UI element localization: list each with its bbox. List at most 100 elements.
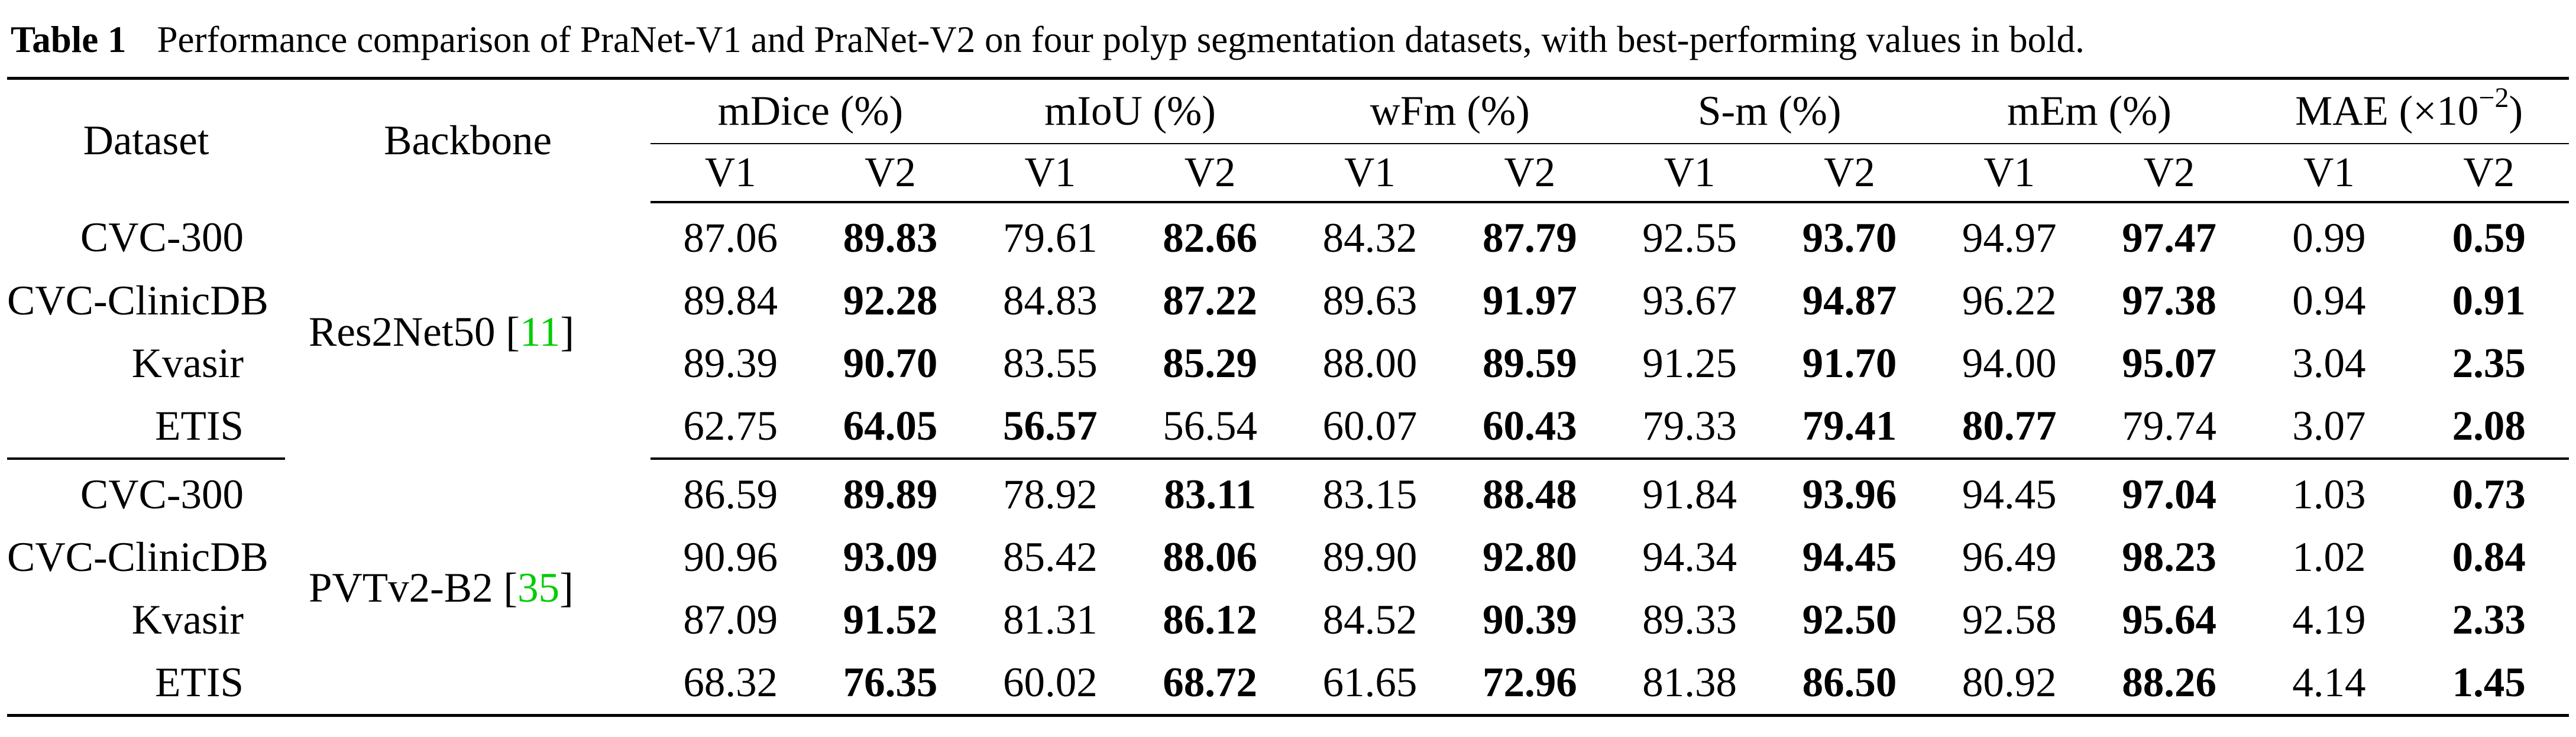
citation-link[interactable]: 11	[519, 309, 561, 355]
subheader-v1: V1	[1929, 144, 2089, 203]
value-cell: 89.89	[843, 471, 938, 518]
value-cell: 93.70	[1802, 215, 1897, 261]
dataset-cell: Kvasir	[131, 596, 244, 643]
value-cell: 3.04	[2292, 340, 2366, 387]
value-cell: 84.83	[1002, 277, 1098, 324]
value-cell: 0.94	[2292, 277, 2366, 324]
header-metric-miou: mIoU (%)	[970, 78, 1290, 144]
value-cell: 90.70	[843, 340, 938, 387]
results-table: Dataset Backbone mDice (%) mIoU (%) wFm …	[7, 77, 2569, 717]
value-cell: 87.22	[1163, 277, 1258, 324]
table-header: Dataset Backbone mDice (%) mIoU (%) wFm …	[7, 78, 2569, 203]
value-cell: 61.65	[1322, 659, 1418, 706]
value-cell: 1.03	[2292, 471, 2366, 518]
value-cell: 94.00	[1962, 340, 2057, 387]
value-cell: 85.42	[1002, 534, 1098, 580]
value-cell: 64.05	[810, 395, 970, 460]
value-cell: 92.80	[1482, 534, 1577, 580]
value-cell: 0.99	[2292, 215, 2366, 261]
value-cell: 89.59	[1482, 340, 1577, 387]
value-cell: 92.28	[843, 277, 938, 324]
value-cell: 92.50	[1802, 596, 1897, 643]
value-cell: 79.33	[1609, 395, 1770, 460]
value-cell: 89.63	[1322, 277, 1418, 324]
header-metric-mae: MAE (×10−2)	[2249, 78, 2569, 144]
value-cell: 91.84	[1642, 471, 1737, 518]
value-cell: 0.91	[2452, 277, 2526, 324]
dataset-cell: Kvasir	[131, 340, 244, 387]
group-res2net50: CVC-300 Res2Net50 [11] 87.06 89.83 79.61 82.6…	[7, 202, 2569, 460]
dataset-cell: ETIS	[155, 659, 244, 706]
header-backbone: Backbone	[384, 118, 552, 164]
value-cell: 96.22	[1962, 277, 2057, 324]
value-cell: 97.04	[2122, 471, 2216, 518]
value-cell: 88.00	[1322, 340, 1418, 387]
table-caption: Table 1 Performance comparison of PraNet-…	[11, 7, 2085, 72]
subheader-v2: V2	[1130, 144, 1290, 203]
value-cell: 92.55	[1642, 215, 1737, 261]
value-cell: 81.31	[1002, 596, 1098, 643]
value-cell: 60.07	[1290, 395, 1450, 460]
backbone-name: PVTv2-B2	[309, 564, 493, 611]
caption-text: Performance comparison of PraNet-V1 and …	[157, 19, 2085, 60]
value-cell: 0.73	[2452, 471, 2526, 518]
value-cell: 3.07	[2249, 395, 2409, 460]
value-cell: 94.45	[1802, 534, 1897, 580]
mae-suffix: )	[2509, 88, 2523, 134]
value-cell: 86.59	[683, 471, 778, 518]
value-cell: 4.14	[2292, 659, 2366, 706]
value-cell: 95.07	[2122, 340, 2216, 387]
value-cell: 90.39	[1482, 596, 1577, 643]
subheader-v2: V2	[2089, 144, 2250, 203]
value-cell: 87.79	[1482, 215, 1577, 261]
value-cell: 91.97	[1482, 277, 1577, 324]
table-row: Kvasir 89.39 90.70 83.55 85.29 88.00 89.59 91.2…	[7, 332, 2569, 395]
value-cell: 92.58	[1962, 596, 2057, 643]
value-cell: 86.12	[1163, 596, 1258, 643]
value-cell: 94.97	[1962, 215, 2057, 261]
value-cell: 94.87	[1802, 277, 1897, 324]
value-cell: 68.72	[1163, 659, 1258, 706]
subheader-v1: V1	[970, 144, 1131, 203]
subheader-row: V1 V2 V1 V2 V1 V2 V1 V2 V1 V2 V1 V2	[7, 144, 2569, 203]
citation-link[interactable]: 35	[517, 564, 560, 611]
subheader-v1: V1	[2249, 144, 2409, 203]
table-row: CVC-300 PVTv2-B2 [35] 86.59 89.89 78.92 83.11…	[7, 459, 2569, 611]
table-row: ETIS 62.75 64.05 56.57 56.54 60.07 60.43 79.33 7…	[7, 395, 2569, 460]
value-cell: 83.55	[1002, 340, 1098, 387]
table-row: CVC-300 Res2Net50 [11] 87.06 89.83 79.61 82.6…	[7, 202, 2569, 355]
value-cell: 91.70	[1802, 340, 1897, 387]
value-cell: 79.61	[1002, 215, 1098, 261]
value-cell: 88.26	[2122, 659, 2216, 706]
value-cell: 89.83	[843, 215, 938, 261]
table-row: ETIS 68.32 76.35 60.02 68.72 61.65 72.96 81.38 8…	[7, 651, 2569, 716]
value-cell: 96.49	[1962, 534, 2057, 580]
backbone-cell: PVTv2-B2 [35]	[309, 564, 574, 611]
value-cell: 97.47	[2122, 215, 2216, 261]
value-cell: 79.41	[1769, 395, 1930, 460]
value-cell: 95.64	[2122, 596, 2216, 643]
value-cell: 0.59	[2452, 215, 2526, 261]
value-cell: 98.23	[2122, 534, 2216, 580]
header-metric-mdice: mDice (%)	[651, 78, 970, 144]
header-metric-sm: S-m (%)	[1609, 78, 1930, 144]
value-cell: 76.35	[843, 659, 938, 706]
value-cell: 72.96	[1482, 659, 1577, 706]
value-cell: 91.25	[1642, 340, 1737, 387]
value-cell: 90.96	[683, 534, 778, 580]
subheader-v2: V2	[1449, 144, 1610, 203]
dataset-cell: CVC-300	[80, 214, 244, 261]
value-cell: 56.57	[970, 395, 1131, 460]
value-cell: 89.39	[683, 340, 778, 387]
value-cell: 68.32	[683, 659, 778, 706]
value-cell: 1.45	[2452, 659, 2526, 706]
value-cell: 93.09	[843, 534, 938, 580]
mae-prefix: MAE (×10	[2295, 88, 2479, 134]
value-cell: 4.19	[2292, 596, 2366, 643]
value-cell: 89.84	[683, 277, 778, 324]
value-cell: 87.09	[683, 596, 778, 643]
subheader-v1: V1	[1290, 144, 1450, 203]
dataset-cell: CVC-ClinicDB	[7, 277, 268, 324]
value-cell: 91.52	[843, 596, 938, 643]
value-cell: 87.06	[683, 215, 778, 261]
